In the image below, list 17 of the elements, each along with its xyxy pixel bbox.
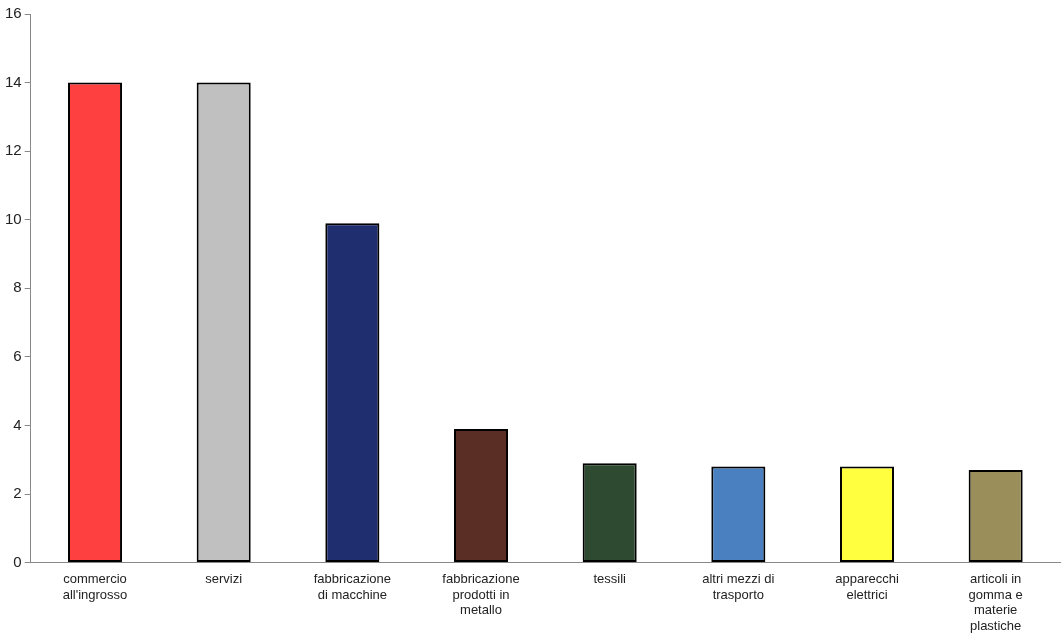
x-tick-label: altri mezzi di trasporto [702, 570, 775, 602]
x-tick-label: commercio all'ingrosso [62, 570, 128, 602]
y-tick-label: 4 [13, 415, 22, 433]
y-tick-label: 10 [5, 209, 22, 227]
y-tick-label: 16 [5, 4, 22, 22]
y-tick-label: 0 [13, 552, 22, 570]
y-tick-label: 12 [5, 141, 22, 159]
y-tick-label: 8 [13, 278, 22, 296]
x-tick-label: articoli in gomma e materie plastiche [968, 570, 1023, 633]
x-tick-label: tessili [593, 570, 627, 586]
y-tick-label: 6 [13, 347, 22, 365]
y-tick-label: 14 [5, 72, 22, 90]
x-tick-label: apparecchi elettrici [835, 570, 899, 602]
x-tick-label: fabbricazione prodotti in metallo [442, 570, 520, 618]
x-tick-label: fabbricazione di macchine [313, 570, 392, 602]
y-tick-label: 2 [13, 484, 22, 502]
x-tick-label: servizi [205, 570, 243, 586]
